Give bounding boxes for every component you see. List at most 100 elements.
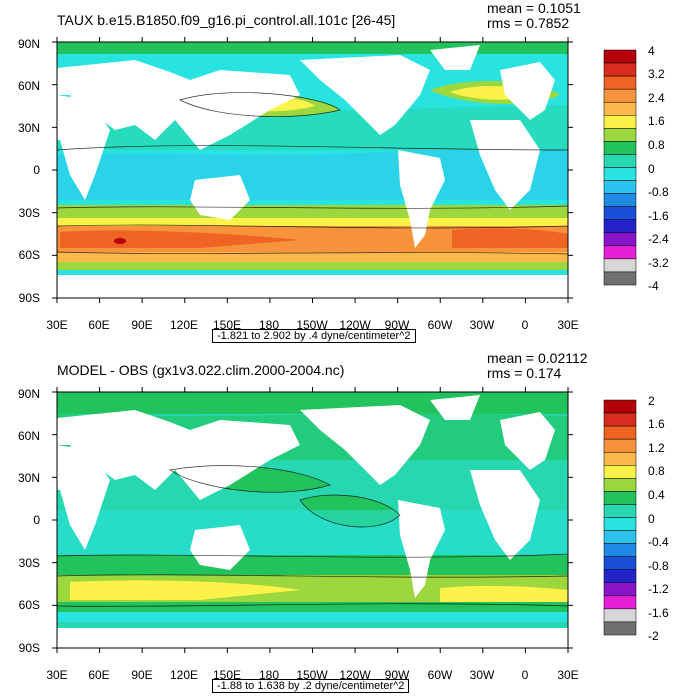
lat-label: 30N — [17, 471, 40, 485]
colorbar-swatch — [603, 569, 637, 584]
colorbar-swatch — [603, 219, 637, 234]
panel-model-minus-obs: MODEL - OBS (gx1v3.022.clim.2000-2004.nc… — [0, 350, 700, 700]
lon-label: 180 — [258, 318, 280, 332]
lon-label: 120E — [169, 668, 199, 682]
lon-label: 90E — [131, 668, 153, 682]
lon-label: 90E — [131, 318, 153, 332]
colorbar-label: -2 — [648, 629, 659, 643]
lon-label: 120W — [339, 318, 371, 332]
colorbar-label: -1.2 — [648, 582, 669, 596]
lat-label: 60S — [18, 248, 40, 262]
colorbar-swatch — [603, 608, 637, 623]
lat-label: 90N — [17, 37, 40, 51]
colorbar-label: -4 — [648, 279, 659, 293]
colorbar-swatch — [603, 478, 637, 492]
colorbar-swatch — [603, 75, 637, 90]
land-top — [57, 45, 568, 298]
colorbar-label: 0 — [648, 512, 655, 526]
lon-label: 150W — [296, 668, 328, 682]
lat-label: 0 — [33, 513, 40, 527]
colorbar-swatch — [603, 128, 637, 142]
colorbar-label: 3.2 — [648, 67, 665, 81]
lat-label: 60N — [17, 429, 40, 443]
colorbar-swatch — [603, 543, 637, 557]
lat-label: 60N — [17, 79, 40, 93]
colorbar-label: 1.6 — [648, 417, 665, 431]
panel-title: MODEL - OBS (gx1v3.022.clim.2000-2004.nc… — [57, 362, 345, 378]
colorbar-swatch — [603, 115, 637, 129]
colorbar-swatch — [603, 193, 637, 207]
colorbar-swatch — [603, 154, 637, 168]
lon-label: 60E — [88, 318, 110, 332]
land-bottom — [57, 395, 568, 648]
panel-taux-model: TAUX b.e15.B1850.f09_g16.pi_control.all.… — [17, 0, 669, 343]
colorbar-label: 0 — [648, 162, 655, 176]
colorbar-swatch — [603, 101, 637, 116]
lon-label: 180 — [258, 668, 280, 682]
lat-label: 30S — [18, 556, 40, 570]
colorbar-label: -0.8 — [648, 559, 669, 573]
lon-label: 150W — [296, 318, 328, 332]
lat-label: 0 — [33, 163, 40, 177]
colorbar-label: -0.8 — [648, 185, 669, 199]
colorbar-swatch — [603, 451, 637, 466]
mean-value: mean = 0.02112 — [487, 350, 588, 366]
lon-label: 30E — [46, 318, 68, 332]
colorbar-label: -1.6 — [648, 209, 669, 223]
colorbar-label: 1.6 — [648, 114, 665, 128]
colorbar-label: -1.6 — [648, 606, 669, 620]
lon-label: 120W — [339, 668, 371, 682]
lon-label: 30E — [557, 668, 579, 682]
colorbar-label: -0.4 — [648, 535, 669, 549]
rms-value: rms = 0.7852 — [487, 15, 570, 31]
colorbar-swatch — [603, 595, 637, 610]
colorbar-label: 1.2 — [648, 441, 665, 455]
lat-label: 90N — [17, 387, 40, 401]
lon-label: 30E — [46, 668, 68, 682]
colorbar-swatch — [603, 141, 637, 155]
contour-range-info: -1.821 to 2.902 by .4 dyne/centimeter^2 — [212, 329, 416, 343]
colorbar-top — [603, 49, 637, 286]
colorbar-label: 0.8 — [648, 464, 665, 478]
colorbar-swatch — [603, 582, 637, 597]
colorbar-bottom — [603, 399, 637, 636]
colorbar-swatch — [603, 206, 637, 220]
colorbar-label: 2.4 — [648, 91, 665, 105]
lon-label: 0 — [521, 318, 529, 332]
colorbar-swatch — [603, 530, 637, 544]
colorbar-label: -2.4 — [648, 232, 669, 246]
lon-label: 90W — [384, 668, 410, 682]
colorbar-swatch — [603, 438, 637, 453]
lon-label: 30W — [469, 318, 495, 332]
mean-value: mean = 0.1051 — [487, 0, 581, 16]
lat-label: 30N — [17, 121, 40, 135]
colorbar-swatch — [603, 517, 637, 531]
lon-label: 60W — [427, 318, 453, 332]
lon-label: 120E — [169, 318, 199, 332]
colorbar-swatch — [603, 232, 637, 247]
colorbar-swatch — [603, 62, 637, 77]
field-bottom — [57, 392, 568, 648]
colorbar-label: 0.8 — [648, 138, 665, 152]
colorbar-swatch — [603, 180, 637, 194]
colorbar-swatch — [603, 412, 637, 427]
lon-label: 60E — [88, 668, 110, 682]
lon-label: 60W — [427, 668, 453, 682]
colorbar-swatch — [603, 88, 637, 103]
colorbar-label: 4 — [648, 44, 655, 58]
lat-label: 60S — [18, 598, 40, 612]
map-plot-top — [52, 37, 637, 303]
colorbar-swatch — [603, 49, 637, 64]
colorbar-label: 0.4 — [648, 488, 665, 502]
lon-label: 30E — [557, 318, 579, 332]
colorbar-swatch — [603, 491, 637, 505]
lat-label: 90S — [18, 641, 40, 655]
colorbar-swatch — [603, 399, 637, 414]
colorbar-swatch — [603, 465, 637, 479]
colorbar-swatch — [603, 258, 637, 273]
panel-title: TAUX b.e15.B1850.f09_g16.pi_control.all.… — [57, 12, 396, 28]
colorbar-swatch — [603, 425, 637, 440]
colorbar-swatch — [603, 271, 637, 286]
lon-label: 90W — [384, 318, 410, 332]
map-plot-bottom — [52, 387, 637, 653]
